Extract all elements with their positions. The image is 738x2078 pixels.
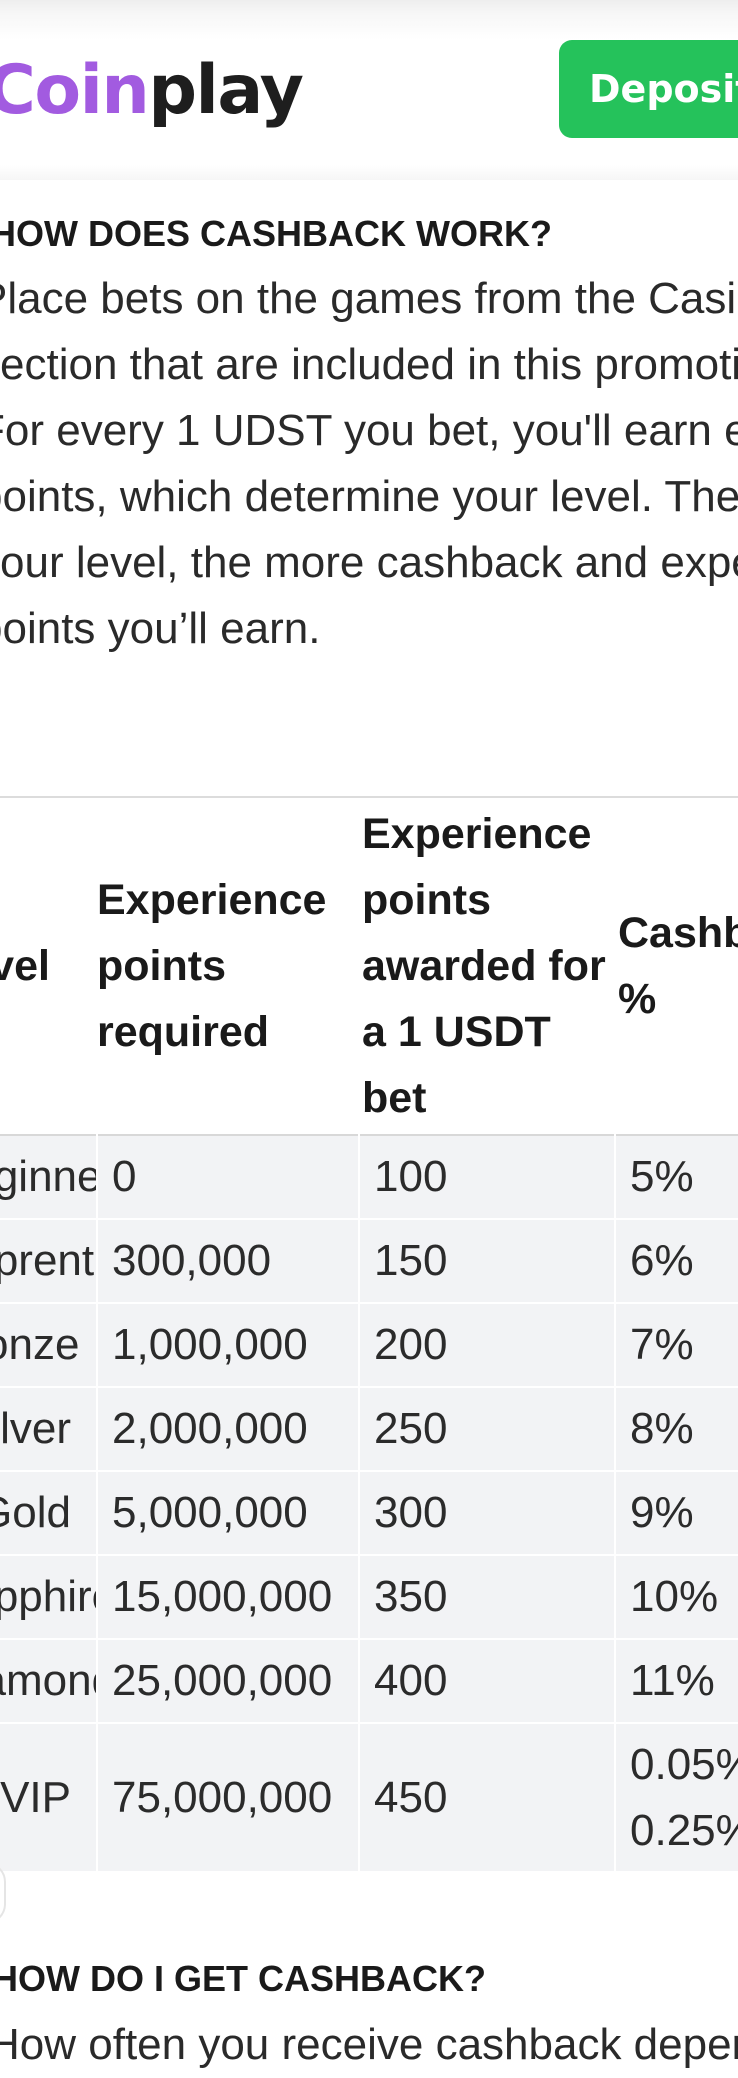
how-get-cashback-heading: HOW DO I GET CASHBACK? — [0, 1958, 486, 1999]
header-xp-required: Experience points required — [97, 797, 359, 1135]
paragraph-line: section that are included in this promot… — [0, 340, 738, 389]
level-cell: Diamond — [0, 1639, 98, 1724]
header-cashback: Cashback % — [615, 797, 738, 1135]
cashback-levels-table: Level Experience points required Experie… — [0, 796, 738, 1873]
level-cell: Gold — [0, 1471, 98, 1556]
xp-required-cell: 5,000,000 — [97, 1471, 360, 1556]
paragraph-line: points you’ll earn. — [0, 604, 321, 653]
paragraph-line: your level, the more cashback and experi… — [0, 538, 738, 587]
cashback-range-end: 0.25% — [630, 1805, 738, 1855]
table-row: Silver 2,000,000 250 8% — [0, 1387, 738, 1472]
xp-awarded-cell: 450 — [359, 1723, 616, 1873]
header-level: Level — [0, 797, 97, 1135]
paragraph-line: For every 1 UDST you bet, you'll earn ex… — [0, 406, 738, 455]
xp-awarded-cell: 350 — [359, 1555, 616, 1640]
table-row: Sapphire 15,000,000 350 10% — [0, 1555, 738, 1640]
level-cell: Silver — [0, 1387, 98, 1472]
paragraph-line: points, which determine your level. The … — [0, 472, 738, 521]
how-cashback-works-heading: HOW DOES CASHBACK WORK? — [0, 213, 552, 254]
xp-awarded-cell: 400 — [359, 1639, 616, 1724]
table-row: Bronze 1,000,000 200 7% — [0, 1303, 738, 1388]
level-cell: Apprentice — [0, 1219, 98, 1304]
cashback-cell: 7% — [615, 1303, 738, 1388]
xp-awarded-cell: 250 — [359, 1387, 616, 1472]
cashback-cell: 11% — [615, 1639, 738, 1724]
cashback-cell: 10% — [615, 1555, 738, 1640]
xp-awarded-cell: 300 — [359, 1471, 616, 1556]
cashback-cell: 5% — [615, 1135, 738, 1220]
cashback-range-start: 0.05%- — [630, 1739, 738, 1789]
cashback-cell: 8% — [615, 1387, 738, 1472]
table-row: Apprentice 300,000 150 6% — [0, 1219, 738, 1304]
table-row: Diamond 25,000,000 400 11% — [0, 1639, 738, 1724]
xp-awarded-cell: 200 — [359, 1303, 616, 1388]
xp-required-cell: 15,000,000 — [97, 1555, 360, 1640]
table-header-row: Level Experience points required Experie… — [0, 797, 738, 1135]
header-xp-awarded: Experience points awarded for a 1 USDT b… — [359, 797, 615, 1135]
level-cell: VIP — [0, 1723, 98, 1873]
cashback-explanation-paragraph: Place bets on the games from the Casino … — [0, 266, 738, 662]
cashback-levels-table-container[interactable]: Level Experience points required Experie… — [0, 796, 738, 1873]
cashback-cell: 0.05%- 0.25% — [615, 1723, 738, 1873]
table-row: Gold 5,000,000 300 9% — [0, 1471, 738, 1556]
xp-required-cell: 25,000,000 — [97, 1639, 360, 1724]
paragraph-line: Place bets on the games from the Casino — [0, 274, 738, 323]
coinplay-logo[interactable]: Coinplay — [0, 51, 304, 130]
level-cell: Beginner — [0, 1135, 98, 1220]
xp-required-cell: 1,000,000 — [97, 1303, 360, 1388]
cashback-cell: 6% — [615, 1219, 738, 1304]
level-cell: Sapphire — [0, 1555, 98, 1640]
deposit-button[interactable]: Deposit — [559, 40, 738, 138]
level-cell: Bronze — [0, 1303, 98, 1388]
cashback-cell: 9% — [615, 1471, 738, 1556]
xp-required-cell: 75,000,000 — [97, 1723, 360, 1873]
cashback-frequency-text: How often you receive cashback depends — [0, 2020, 738, 2069]
xp-awarded-cell: 150 — [359, 1219, 616, 1304]
xp-required-cell: 2,000,000 — [97, 1387, 360, 1472]
top-navigation-bar: Coinplay Deposit — [0, 0, 738, 180]
xp-required-cell: 0 — [97, 1135, 360, 1220]
table-row: Beginner 0 100 5% — [0, 1135, 738, 1220]
table-row: VIP 75,000,000 450 0.05%- 0.25% — [0, 1723, 738, 1873]
xp-required-cell: 300,000 — [97, 1219, 360, 1304]
xp-awarded-cell: 100 — [359, 1135, 616, 1220]
